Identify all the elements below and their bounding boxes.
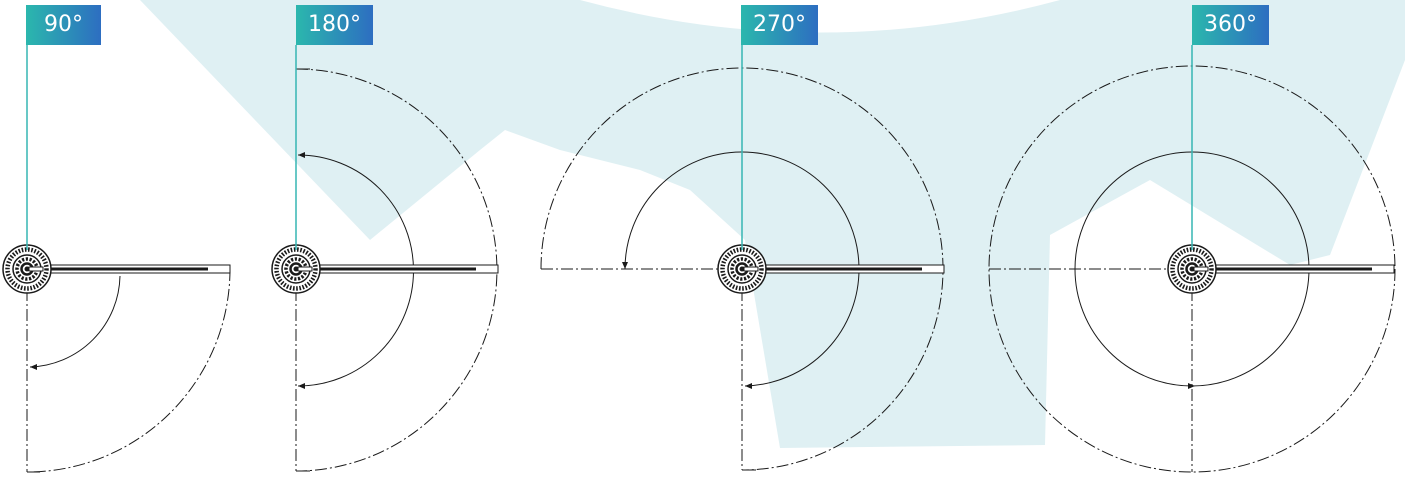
arrow-head <box>298 383 305 389</box>
arrow-head <box>745 383 752 389</box>
arrow-head <box>1188 383 1195 389</box>
hinge-knob-icon <box>718 245 766 293</box>
rotation-arc <box>29 275 121 368</box>
label-background-90 <box>26 5 101 45</box>
hinge-knob-icon <box>1168 245 1216 293</box>
brand-watermark-cutout <box>580 0 1060 33</box>
angle-label-360: 360° <box>1204 12 1257 37</box>
arrow-head <box>298 152 305 158</box>
label-background-360 <box>1192 5 1269 45</box>
diagram-270 <box>540 67 945 471</box>
swing-boundary <box>540 67 944 471</box>
angle-label-180: 180° <box>308 12 361 37</box>
glass-panel-core <box>1216 267 1372 271</box>
label-background-270 <box>741 5 818 45</box>
glass-panel-core <box>766 267 922 271</box>
hinge-knob-icon <box>3 245 51 293</box>
glass-panel-core <box>50 267 208 271</box>
angle-label-90: 90° <box>44 12 83 37</box>
diagram-180 <box>272 68 499 472</box>
rotation-arc <box>624 151 860 387</box>
glass-panel-core <box>320 267 476 271</box>
swing-boundary <box>26 268 231 473</box>
diagram-90 <box>3 245 231 473</box>
arrow-head <box>30 364 37 370</box>
label-background-180 <box>296 5 373 45</box>
hinge-knob-icon <box>272 245 320 293</box>
angle-label-270: 270° <box>753 12 806 37</box>
arrow-head <box>622 262 628 269</box>
brand-watermark-shape <box>140 0 1405 448</box>
